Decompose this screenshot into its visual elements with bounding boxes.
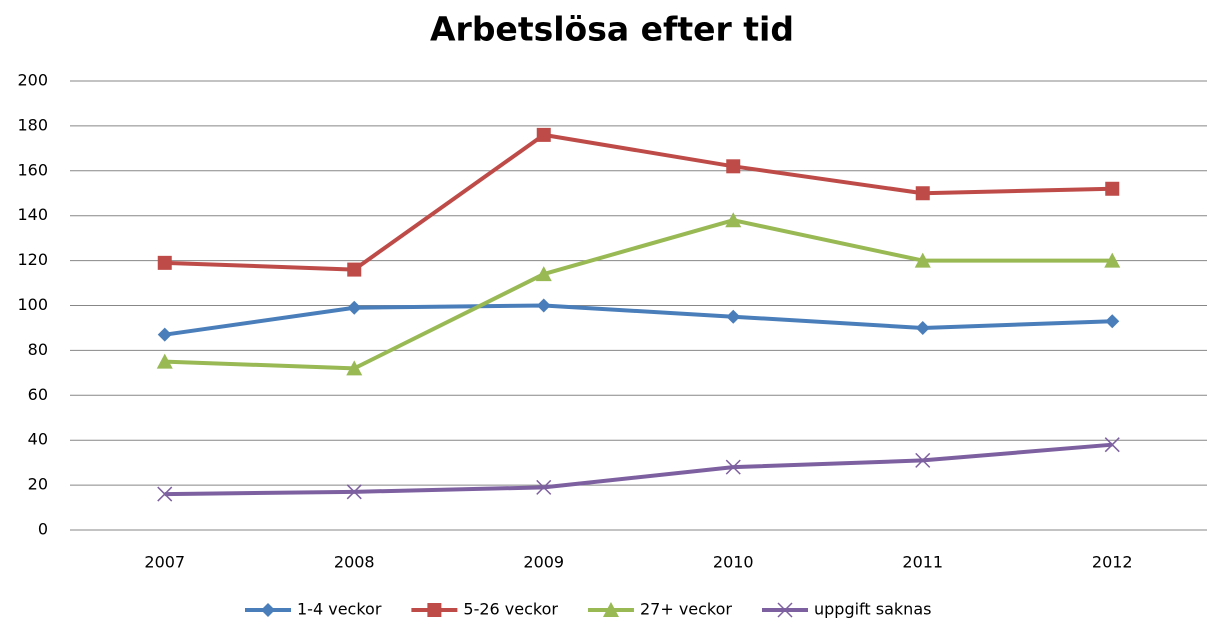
marker (347, 300, 362, 315)
series-line (164, 218, 1113, 371)
marker (1105, 314, 1120, 329)
y-tick-label: 200 (17, 71, 48, 90)
y-tick-label: 20 (28, 475, 48, 494)
x-tick-label: 2012 (1092, 553, 1133, 572)
series-line (164, 132, 1113, 272)
marker (536, 479, 552, 495)
y-tick-label: 0 (38, 520, 48, 539)
marker (157, 486, 173, 502)
y-tick-label: 120 (17, 250, 48, 269)
marker (536, 127, 551, 142)
y-tick-label: 100 (17, 295, 48, 314)
marker (915, 452, 931, 468)
series-line (164, 442, 1113, 497)
marker (346, 484, 362, 500)
legend-label: 27+ veckor (640, 600, 732, 619)
marker (157, 327, 172, 342)
marker (157, 255, 172, 270)
legend-label: 5-26 veckor (463, 600, 558, 619)
y-tick-label: 80 (28, 340, 48, 359)
marker (777, 602, 793, 618)
legend-label: uppgift saknas (814, 600, 931, 619)
y-tick-label: 60 (28, 385, 48, 404)
x-tick-label: 2008 (334, 553, 375, 572)
x-tick-label: 2011 (902, 553, 943, 572)
marker (427, 603, 442, 617)
marker (726, 159, 741, 174)
marker (915, 186, 930, 201)
y-tick-label: 140 (17, 205, 48, 224)
marker (1104, 252, 1121, 268)
marker (914, 252, 931, 268)
y-tick-label: 180 (17, 115, 48, 134)
marker (536, 298, 551, 313)
marker (602, 602, 619, 617)
marker (261, 603, 275, 617)
marker (1104, 437, 1120, 453)
x-tick-label: 2009 (523, 553, 564, 572)
x-tick-label: 2010 (713, 553, 754, 572)
marker (535, 266, 552, 282)
marker (725, 459, 741, 475)
marker (156, 353, 173, 369)
x-tick-label: 2007 (144, 553, 185, 572)
y-tick-label: 40 (28, 430, 48, 449)
series-line (164, 303, 1113, 337)
marker (915, 320, 930, 335)
chart-title: Arbetslösa efter tid (430, 10, 794, 49)
legend: 1-4 veckor 5-26 veckor 27+ veckor uppgift s… (245, 600, 931, 619)
marker (347, 262, 362, 277)
marker (726, 309, 741, 324)
y-tick-label: 160 (17, 160, 48, 179)
marker (346, 360, 363, 376)
legend-label: 1-4 veckor (297, 600, 382, 619)
marker (725, 212, 742, 228)
marker (1105, 181, 1120, 196)
